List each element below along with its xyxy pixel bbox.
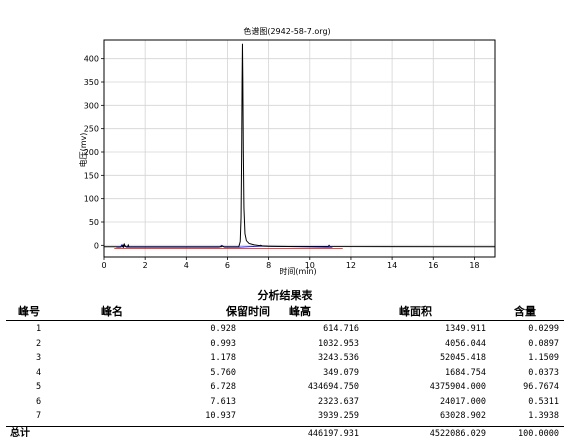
- total-label: 总计: [10, 428, 30, 439]
- y-tick-label: 50: [89, 218, 99, 227]
- table-row: 7 10.937 3939.259 63028.902 1.3938: [6, 410, 564, 422]
- table-cell: 63028.902: [439, 411, 486, 421]
- table-cell: 1032.953: [318, 338, 359, 349]
- y-tick-label: 0: [94, 241, 99, 250]
- x-tick-label: 12: [346, 261, 356, 270]
- table-cell: 5: [36, 382, 42, 392]
- y-tick-label: 350: [84, 78, 99, 87]
- x-tick-label: 0: [101, 261, 106, 270]
- table-row: 3 1.178 3243.536 52045.418 1.1509: [6, 352, 564, 364]
- table-row: 1 0.928 614.716 1349.911 0.0299: [6, 323, 564, 335]
- table-cell: 10.937: [205, 411, 236, 421]
- table-cell: 4056.044: [445, 338, 486, 349]
- table-cell: 6.728: [210, 382, 236, 392]
- total-content: 100.0000: [518, 429, 559, 439]
- table-cell: 1.3938: [528, 411, 559, 421]
- table-cell: 1: [36, 324, 42, 334]
- y-tick-label: 250: [84, 125, 99, 134]
- table-cell: 0.993: [210, 338, 236, 349]
- total-area: 4522086.029: [429, 429, 486, 439]
- y-tick-label: 300: [84, 101, 99, 110]
- table-cell: 4: [36, 367, 42, 378]
- table-cell: 3243.536: [318, 353, 359, 363]
- table-row: 4 5.760 349.079 1684.754 0.0373: [6, 367, 564, 379]
- table-cell: 5.760: [210, 367, 236, 378]
- table-cell: 6: [36, 396, 42, 407]
- chart-title: 色谱图(2942-58-7.org): [243, 26, 330, 36]
- header-cell: 峰高: [289, 305, 311, 318]
- x-axis-title: 时间(min): [279, 266, 316, 276]
- table-cell: 1349.911: [445, 324, 486, 334]
- x-tick-label: 14: [387, 261, 397, 270]
- series-layer: [104, 43, 496, 250]
- table-cell: 614.716: [323, 324, 359, 334]
- table-row: 6 7.613 2323.637 24017.000 0.5311: [6, 396, 564, 408]
- table-cell: 1.178: [210, 353, 236, 363]
- table-cell: 0.5311: [528, 396, 559, 407]
- x-tick-label: 18: [469, 261, 479, 270]
- x-tick-label: 16: [428, 261, 438, 270]
- y-tick-label: 200: [84, 148, 99, 157]
- plot-frame: [103, 39, 496, 258]
- total-height: 446197.931: [307, 429, 359, 439]
- header-rule: [6, 320, 564, 321]
- header-cell: 峰号: [18, 305, 40, 318]
- y-tick-label: 400: [84, 55, 99, 64]
- table-row: 2 0.993 1032.953 4056.044 0.0897: [6, 338, 564, 350]
- y-tick-label: 100: [84, 195, 99, 204]
- table-cell: 0.0373: [528, 367, 559, 378]
- table-cell: 2323.637: [318, 396, 359, 407]
- header-cell: 峰面积: [399, 305, 432, 318]
- axis-ticks: 0 2 4 6 8 10 12 14 16 18 0 50 100 150 200 250 300 350 400: [84, 55, 480, 270]
- table-cell: 3: [36, 353, 42, 363]
- table-cell: 7.613: [210, 396, 236, 407]
- header-cell: 保留时间: [226, 305, 270, 318]
- table-row: 5 6.728 434694.750 4375904.000 96.7674: [6, 381, 564, 393]
- table-cell: 0.928: [210, 324, 236, 334]
- table-cell: 4375904.000: [429, 382, 486, 392]
- x-tick-label: 10: [305, 261, 315, 270]
- table-cell: 1684.754: [445, 367, 486, 378]
- table-cell: 2: [36, 338, 42, 349]
- table-cell: 24017.000: [439, 396, 486, 407]
- y-axis-title: 电压(mv): [78, 133, 88, 168]
- table-cell: 0.0299: [528, 324, 559, 334]
- table-cell: 1.1509: [528, 353, 559, 363]
- x-tick-label: 8: [266, 261, 271, 270]
- table-cell: 7: [36, 411, 42, 421]
- table-title: 分析结果表: [257, 289, 313, 302]
- y-tick-label: 150: [84, 171, 99, 180]
- table-cell: 3939.259: [318, 411, 359, 421]
- x-tick-label: 2: [143, 261, 148, 270]
- header-cell: 峰名: [101, 305, 123, 318]
- table-cell: 0.0897: [528, 338, 559, 349]
- chromatogram-chart: 色谱图(2942-58-7.org) 0 2 4 6 8 10 12 14 16 18 0 50 100…: [78, 26, 496, 276]
- x-tick-label: 6: [225, 261, 230, 270]
- total-row: 总计 446197.931 4522086.029 100.0000: [6, 428, 564, 440]
- table-cell: 52045.418: [439, 353, 486, 363]
- x-tick-label: 4: [184, 261, 189, 270]
- table-cell: 349.079: [323, 367, 359, 378]
- grid: [103, 40, 495, 257]
- total-rule: [6, 426, 564, 427]
- series-line-1: [104, 43, 496, 249]
- header-cell: 含量: [514, 305, 536, 318]
- table-cell: 96.7674: [523, 382, 559, 392]
- table-cell: 434694.750: [307, 382, 359, 392]
